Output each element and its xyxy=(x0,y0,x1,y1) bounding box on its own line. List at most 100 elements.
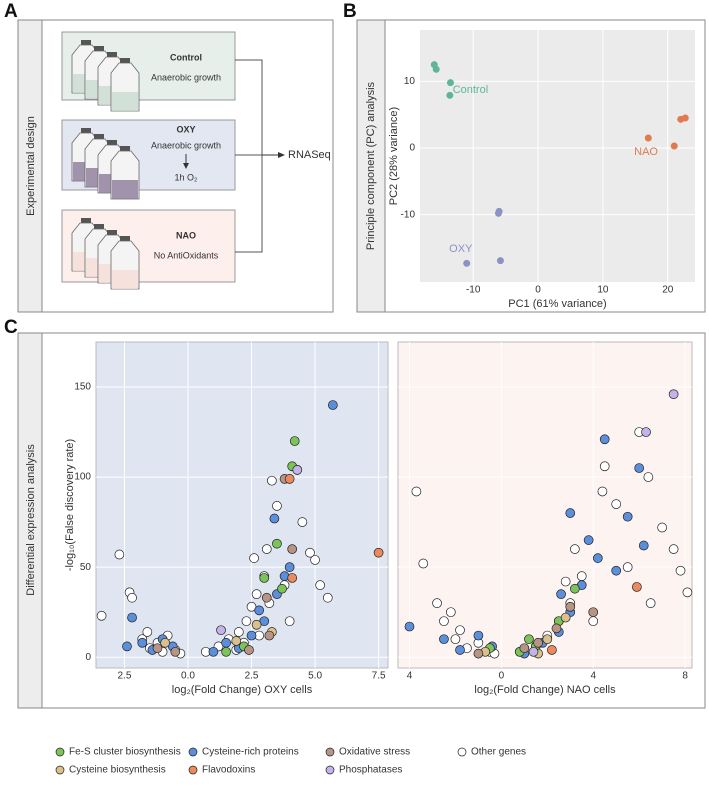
x-tick-label: 4 xyxy=(590,671,596,682)
point xyxy=(643,472,654,482)
x-tick-label: 5.0 xyxy=(308,671,322,682)
panel-label: A xyxy=(4,1,18,22)
bottle-cap xyxy=(120,236,130,241)
bottle-cap xyxy=(94,134,104,139)
bottle-cap xyxy=(94,46,104,51)
legend-swatch xyxy=(325,765,335,775)
x-tick-label: 10 xyxy=(597,285,609,296)
bottle-cap xyxy=(120,58,130,63)
point xyxy=(560,612,571,623)
point xyxy=(315,580,325,590)
bottle-cap xyxy=(107,140,117,145)
y-tick-label: 150 xyxy=(74,382,91,393)
point xyxy=(519,643,530,654)
point xyxy=(622,562,633,572)
legend-swatch xyxy=(188,765,198,775)
point xyxy=(310,555,320,565)
point xyxy=(292,465,303,475)
x-tick-label: -10 xyxy=(466,285,481,296)
point xyxy=(645,598,656,609)
legend-label: Oxidative stress xyxy=(339,747,410,758)
box-title: Control xyxy=(170,52,202,62)
point xyxy=(644,134,652,142)
arrow-head xyxy=(278,152,285,158)
point xyxy=(632,582,642,592)
arrow-head xyxy=(183,163,189,169)
x-tick-label: 20 xyxy=(662,285,674,296)
point xyxy=(289,436,300,446)
point xyxy=(259,573,270,583)
legend-swatch xyxy=(188,747,198,757)
box-title: OXY xyxy=(176,124,195,134)
point xyxy=(560,576,571,587)
point xyxy=(261,592,272,603)
point xyxy=(249,553,259,563)
legend-label: Cysteine biosynthesis xyxy=(69,765,166,776)
x-tick-label: 2.5 xyxy=(245,671,259,682)
point xyxy=(576,571,587,581)
point xyxy=(411,486,422,497)
legend-swatch xyxy=(55,765,65,775)
y-axis-label: PC2 (28% variance) xyxy=(388,107,400,205)
point xyxy=(373,547,384,558)
point xyxy=(551,623,562,634)
y-tick-label: 0 xyxy=(409,143,415,154)
point xyxy=(272,501,282,511)
point xyxy=(432,598,442,609)
point xyxy=(446,79,454,87)
point xyxy=(284,562,295,572)
point xyxy=(622,511,633,522)
point xyxy=(432,65,440,73)
y-tick-label: 10 xyxy=(404,76,416,87)
output-label: RNASeq xyxy=(288,149,331,161)
point xyxy=(556,589,566,600)
side-label: Differential expression analysis xyxy=(25,444,37,596)
y-axis-label: -log₁₀(False discovery rate) xyxy=(64,439,76,571)
plot-background xyxy=(95,341,389,669)
box-subtitle: Anaerobic growth xyxy=(151,140,221,150)
plot-background xyxy=(420,30,695,282)
point xyxy=(170,646,181,657)
side-label: Principle component (PC) analysis xyxy=(365,81,377,250)
point xyxy=(287,573,298,583)
point xyxy=(611,499,622,509)
point xyxy=(160,637,170,648)
point xyxy=(221,637,231,648)
point xyxy=(473,648,484,659)
point xyxy=(127,612,137,623)
point xyxy=(496,257,504,265)
point xyxy=(122,641,132,652)
point xyxy=(246,630,257,641)
x-tick-label: 8 xyxy=(682,671,688,682)
side-label: Experimental design xyxy=(25,116,37,216)
point xyxy=(565,508,576,518)
point xyxy=(657,522,667,533)
x-axis-label: PC1 (61% variance) xyxy=(508,298,606,310)
point xyxy=(439,616,449,627)
y-tick-label: 0 xyxy=(85,652,91,663)
cluster-label: Control xyxy=(453,84,488,96)
bottle-fill xyxy=(112,92,138,111)
x-tick-label: 0 xyxy=(535,285,541,296)
point xyxy=(450,634,461,645)
point xyxy=(297,517,308,527)
point xyxy=(284,474,295,484)
point xyxy=(231,636,242,646)
point xyxy=(583,535,594,545)
panel-label: B xyxy=(343,1,357,22)
point xyxy=(494,209,502,217)
side-strip xyxy=(17,332,43,709)
bottle-fill xyxy=(112,270,138,289)
point xyxy=(251,619,262,630)
x-tick-label: 4 xyxy=(407,671,413,682)
point xyxy=(446,91,454,99)
point xyxy=(142,627,153,637)
box-title: NAO xyxy=(176,230,196,240)
point xyxy=(634,463,645,473)
point xyxy=(244,645,254,655)
point xyxy=(641,427,651,437)
legend-label: Phosphatases xyxy=(339,765,402,776)
bottle-cap xyxy=(81,40,91,45)
bottle-fill xyxy=(112,180,138,199)
panel-label: C xyxy=(4,317,18,338)
